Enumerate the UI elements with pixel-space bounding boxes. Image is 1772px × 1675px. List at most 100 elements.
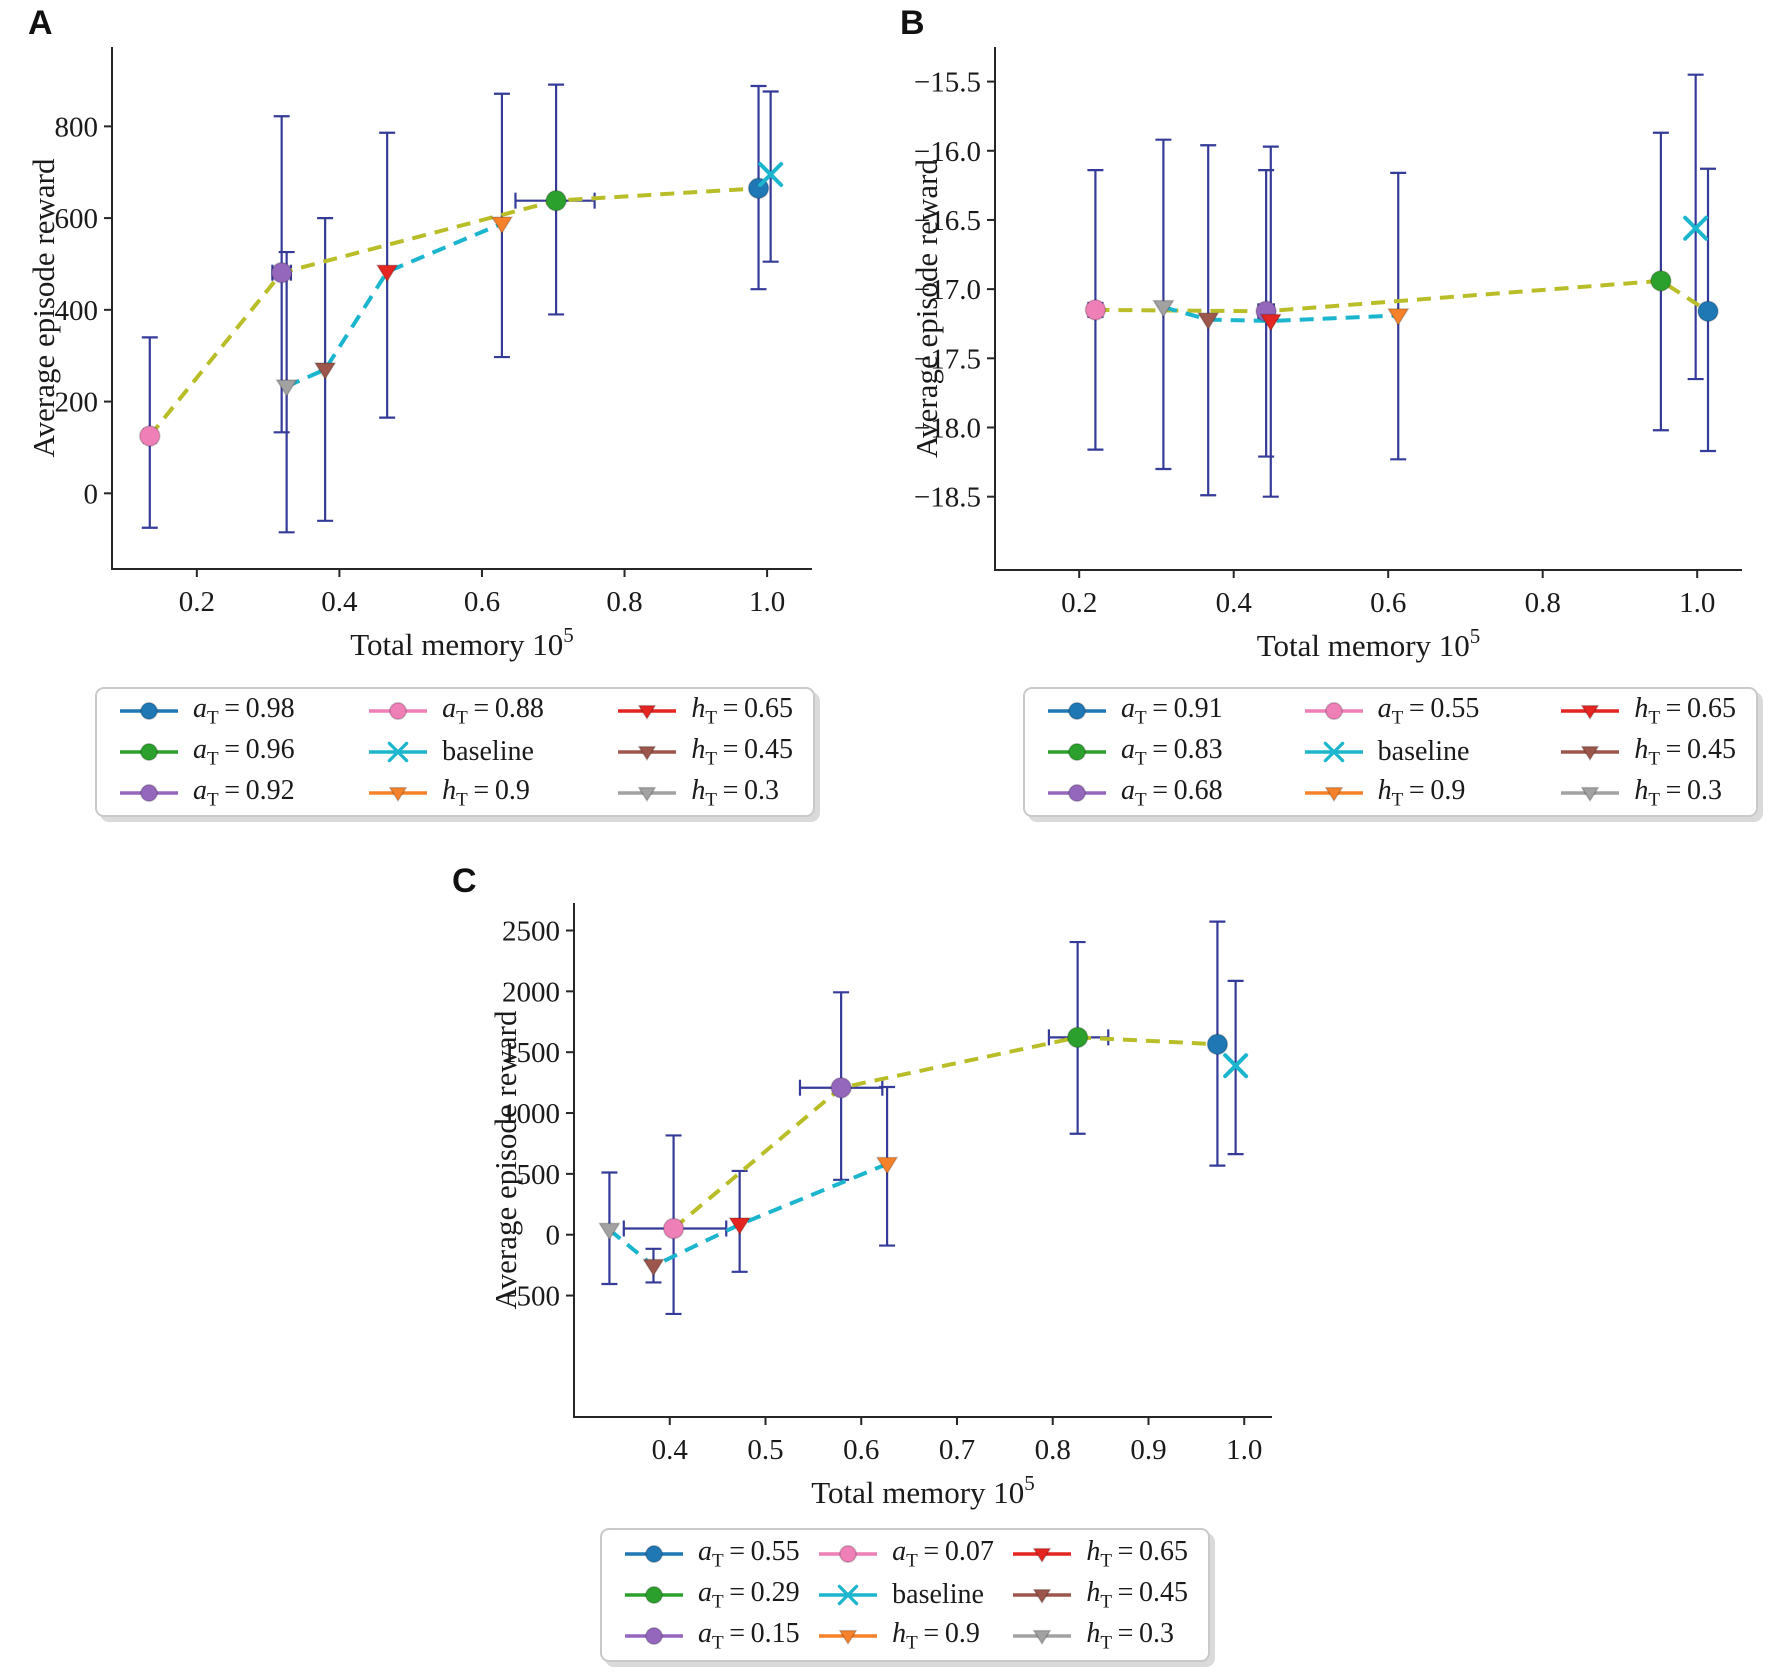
marker-circle	[1206, 1033, 1229, 1056]
legend-item-a-T-0.96: aT = 0.96	[117, 734, 295, 769]
axes-spines	[573, 903, 1272, 1418]
y-tick-label: −17.5	[914, 343, 981, 375]
x-tick-label: 1.0	[1679, 587, 1715, 619]
legend-panel-b: aT = 0.91 aT = 0.83 aT = 0.68 aT = 0.55 base…	[1023, 687, 1758, 817]
legend-label: baseline	[1377, 736, 1470, 767]
series-line-olive	[148, 186, 759, 438]
legend-column: aT = 0.55 aT = 0.29 aT = 0.15	[622, 1535, 800, 1654]
x-tick-label: 0.4	[321, 586, 358, 618]
marker-circle	[545, 189, 567, 212]
legend-item-h-T-0.45: hT = 0.45	[1010, 1577, 1188, 1612]
panel-C: 0.4 0.5 0.6 0.7 0.8 0.9 1.0 −500 0 500 1000 1500 200…	[488, 903, 1272, 1510]
legend-marker-triangle-icon	[1561, 745, 1620, 762]
series-line-olive	[1095, 278, 1710, 314]
legend-marker-x-icon	[1304, 741, 1363, 763]
data-point-a-T-0.29	[1066, 1026, 1089, 1049]
marker-circle	[1324, 702, 1343, 720]
y-tick-label: 500	[517, 1159, 561, 1191]
marker-triangle-down	[490, 216, 514, 235]
marker-circle	[140, 702, 158, 720]
legend-marker-circle-icon	[1048, 702, 1106, 720]
legend-item-a-T-0.92: aT = 0.92	[117, 774, 295, 811]
marker-triangle-down	[275, 379, 298, 398]
data-point-a-T-0.07	[662, 1217, 685, 1240]
marker-triangle-down	[1580, 745, 1600, 762]
legend-label: aT = 0.98	[193, 692, 295, 729]
legend-label: hT = 0.65	[1634, 692, 1736, 729]
legend-item-h-T-0.3: hT = 0.3	[1010, 1617, 1188, 1654]
x-tick-label: 0.8	[606, 586, 642, 618]
legend-marker-circle-icon	[1304, 702, 1363, 720]
error-bars	[1087, 73, 1717, 498]
marker-circle	[1697, 300, 1719, 323]
legend-marker-circle-icon	[625, 1545, 683, 1563]
marker-triangle-down	[637, 704, 657, 721]
y-axis-title: Average episode reward	[488, 1010, 523, 1309]
legend-label: aT = 0.15	[698, 1617, 800, 1654]
y-tick-label: 200	[55, 387, 99, 419]
legend-marker-circle-icon	[369, 702, 428, 720]
marker-triangle-down	[1580, 704, 1600, 721]
marker-circle	[1650, 270, 1672, 292]
legend-label: aT = 0.55	[698, 1535, 800, 1572]
legend-label: aT = 0.91	[1121, 692, 1223, 729]
legend-column: hT = 0.65 hT = 0.45 hT = 0.3	[615, 693, 793, 811]
marker-triangle-down	[637, 786, 657, 803]
legend-label: baseline	[442, 736, 534, 767]
marker-circle	[830, 1076, 852, 1099]
y-tick-label: 1500	[502, 1037, 560, 1069]
legend-label: hT = 0.3	[691, 774, 779, 811]
legend-item-a-T-0.55: aT = 0.55	[622, 1535, 800, 1572]
panel-b-letter: B	[900, 4, 925, 42]
legend-label: aT = 0.07	[892, 1535, 994, 1572]
legend-item-h-T-0.9: hT = 0.9	[1302, 775, 1480, 810]
y-axis: −500 0 500 1000 1500 2000 2500	[500, 916, 574, 1313]
marker-x	[1223, 1053, 1249, 1079]
y-axis-title: Average episode reward	[909, 159, 944, 458]
data-point-a-T-0.55	[1206, 1033, 1229, 1056]
x-axis-title: Total memory 105	[811, 1471, 1035, 1510]
panel-B: 0.2 0.4 0.6 0.8 1.0 −15.5 −16.0 −16.5 −17.0 −17.5…	[909, 47, 1742, 663]
legend-label: aT = 0.55	[1377, 692, 1480, 729]
marker-triangle-down	[1580, 786, 1600, 803]
panel-a-letter: A	[28, 4, 53, 42]
marker-triangle-down	[1032, 1629, 1052, 1646]
y-tick-label: −15.5	[914, 67, 981, 99]
legend-marker-circle-icon	[819, 1545, 878, 1563]
y-tick-label: −16.0	[914, 136, 981, 168]
series-line-cyan	[608, 1162, 888, 1269]
y-tick-label: 1000	[502, 1098, 560, 1130]
legend-column: aT = 0.91 aT = 0.83 aT = 0.68	[1045, 692, 1223, 810]
axes-spines	[994, 47, 1742, 571]
data-point-a-T-0.15	[830, 1076, 852, 1099]
legend-item-a-T-0.91: aT = 0.91	[1045, 692, 1223, 729]
marker-circle	[645, 1627, 663, 1645]
data-point-h-T-0.45	[642, 1258, 665, 1277]
legend-marker-circle-icon	[625, 1586, 683, 1604]
legend-item-h-T-0.45: hT = 0.45	[1558, 734, 1736, 769]
legend-item-a-T-0.83: aT = 0.83	[1045, 734, 1223, 769]
legend-item-h-T-0.65: hT = 0.65	[615, 693, 793, 728]
legend-label: aT = 0.92	[193, 774, 295, 811]
y-tick-label: 2000	[502, 976, 560, 1008]
error-bars	[601, 920, 1244, 1316]
legend-marker-triangle-icon	[1013, 1547, 1072, 1564]
data-points	[598, 1026, 1249, 1277]
x-axis-title: Total memory 105	[350, 623, 574, 662]
legend-label: hT = 0.3	[1086, 1617, 1174, 1654]
x-tick-label: 0.2	[179, 586, 215, 618]
legend-marker-circle-icon	[120, 743, 178, 761]
y-tick-label: 2500	[502, 916, 560, 948]
marker-x	[758, 162, 784, 188]
y-tick-label: −18.5	[914, 482, 981, 514]
legend-item-a-T-0.88: aT = 0.88	[366, 693, 544, 728]
legend-column: hT = 0.65 hT = 0.45 hT = 0.3	[1010, 1536, 1188, 1654]
marker-triangle-down	[728, 1217, 751, 1236]
x-tick-label: 1.0	[1226, 1434, 1262, 1466]
marker-circle	[389, 702, 408, 720]
data-point-baseline	[1683, 215, 1709, 241]
legend-item-h-T-0.45: hT = 0.45	[615, 734, 793, 769]
x-tick-label: 0.8	[1035, 1434, 1071, 1466]
legend-item-baseline: baseline	[816, 1578, 994, 1612]
